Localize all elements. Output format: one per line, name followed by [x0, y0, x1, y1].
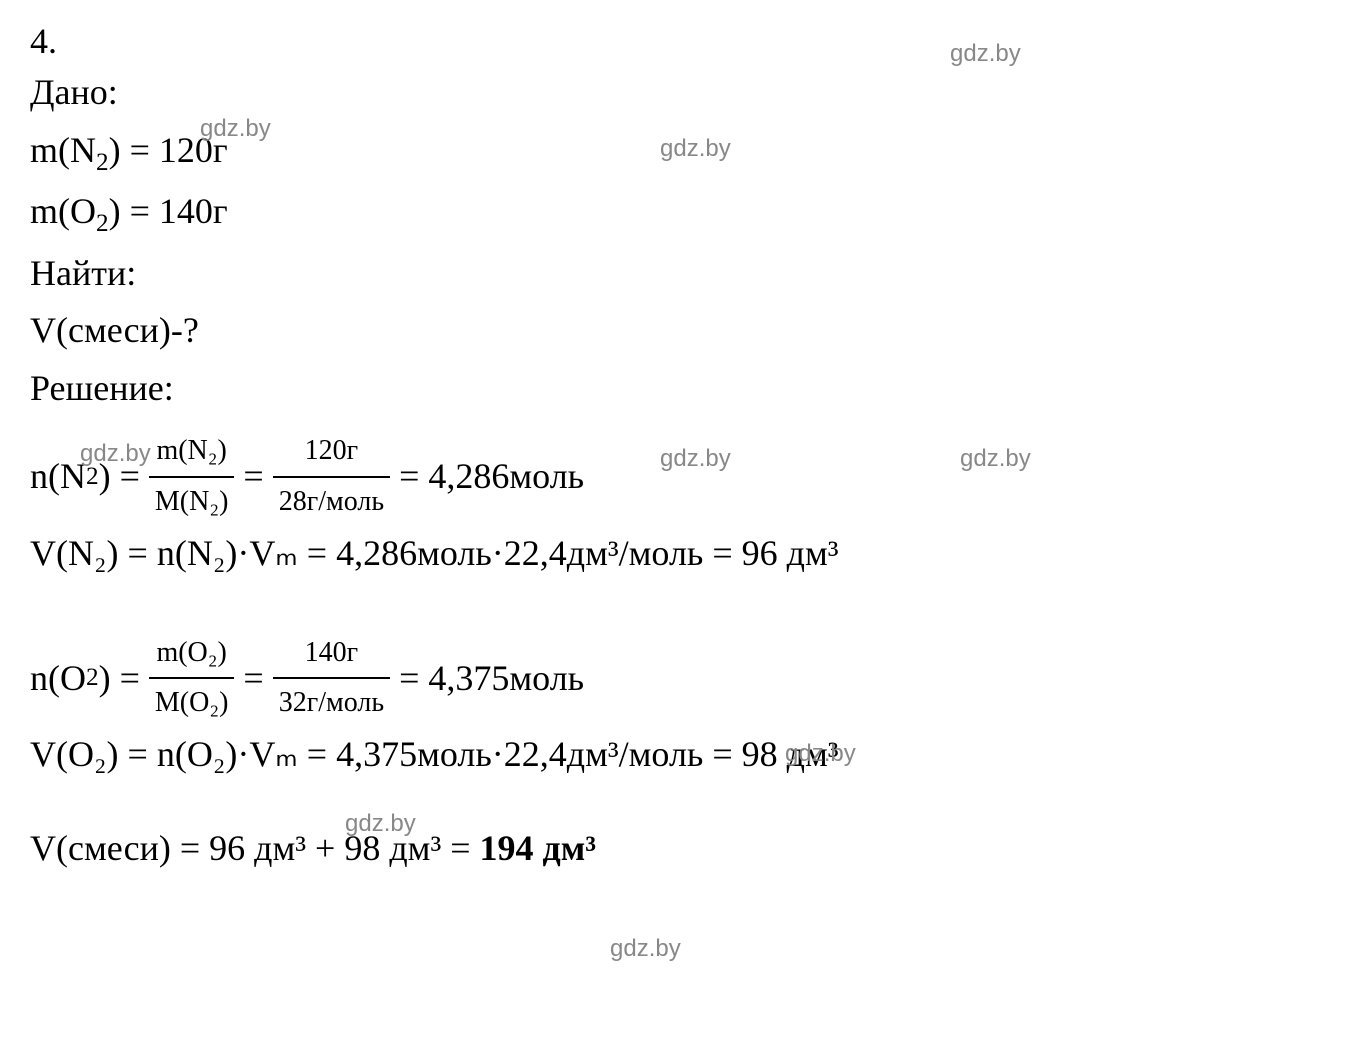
final-formula: V(смеси) = 96 дм³ + 98 дм³ = 194 дм³ [30, 820, 1329, 878]
v-n2-formula: V(N₂) = n(N₂)·Vₘ = 4,286моль·22,4дм³/мол… [30, 525, 1329, 583]
mass-o2-eq: ) = 140г [109, 191, 228, 231]
n-n2-result: = 4,286моль [399, 448, 584, 506]
watermark-9: gdz.by [610, 935, 681, 963]
find-label: Найти: [30, 245, 1329, 303]
given-label: Дано: [30, 64, 1329, 122]
problem-number: 4. [30, 20, 1329, 62]
mass-o2-line: m(O2) = 140г [30, 183, 1329, 245]
n-o2-den: M(O₂) [149, 679, 235, 726]
n-n2-fraction-1: m(N₂) M(N₂) [149, 429, 235, 525]
solution-label: Решение: [30, 360, 1329, 418]
n-o2-fraction-1: m(O₂) M(O₂) [149, 631, 235, 727]
n-o2-result: = 4,375моль [399, 650, 584, 708]
mass-n2-label: m(N [30, 130, 96, 170]
n-o2-num: m(O₂) [149, 631, 235, 680]
n-n2-lhs: n(N [30, 448, 86, 506]
n-o2-den2: 32г/моль [273, 679, 390, 726]
n-n2-num: m(N₂) [149, 429, 235, 478]
watermark-8: gdz.by [345, 810, 416, 838]
find-expr: V(смеси)-? [30, 302, 1329, 360]
watermark-2: gdz.by [200, 115, 271, 143]
n-n2-fraction-2: 120г 28г/моль [273, 429, 390, 525]
n-n2-den2: 28г/моль [273, 478, 390, 525]
final-result: 194 дм³ [480, 828, 597, 868]
n-o2-fraction-2: 140г 32г/моль [273, 631, 390, 727]
watermark-6: gdz.by [960, 445, 1031, 473]
mass-o2-label: m(O [30, 191, 96, 231]
mass-o2-sub: 2 [96, 210, 109, 237]
n-n2-num2: 120г [273, 429, 390, 478]
n-n2-eq2: = [243, 448, 263, 506]
n-o2-formula: n(O2) = m(O₂) M(O₂) = 140г 32г/моль = 4,… [30, 631, 1329, 727]
watermark-4: gdz.by [80, 440, 151, 468]
watermark-3: gdz.by [660, 135, 731, 163]
n-n2-den: M(N₂) [149, 478, 235, 525]
n-n2-formula: n(N2) = m(N₂) M(N₂) = 120г 28г/моль = 4,… [30, 429, 1329, 525]
n-o2-lhs: n(O [30, 650, 86, 708]
spacer-2 [30, 784, 1329, 820]
n-o2-num2: 140г [273, 631, 390, 680]
watermark-7: gdz.by [785, 740, 856, 768]
n-o2-eq2: = [243, 650, 263, 708]
mass-n2-sub: 2 [96, 149, 109, 176]
v-o2-formula: V(O₂) = n(O₂)·Vₘ = 4,375моль·22,4дм³/мол… [30, 726, 1329, 784]
watermark-1: gdz.by [950, 40, 1021, 68]
spacer-1 [30, 583, 1329, 619]
watermark-5: gdz.by [660, 445, 731, 473]
n-o2-sub: 2 [86, 658, 99, 698]
n-o2-eq: ) = [99, 650, 140, 708]
